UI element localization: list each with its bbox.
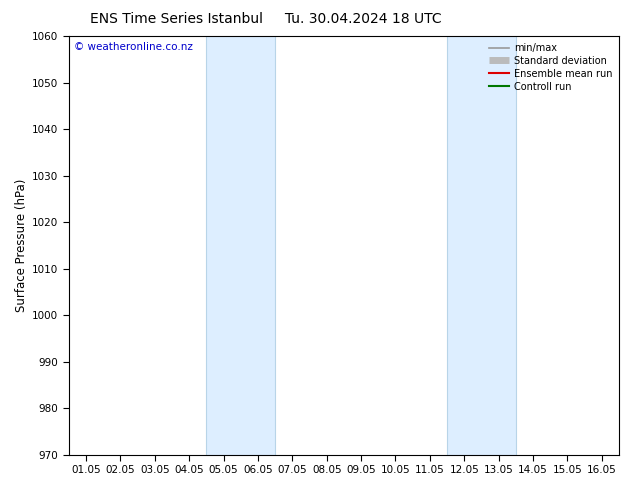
Y-axis label: Surface Pressure (hPa): Surface Pressure (hPa) [15,179,28,312]
Text: ENS Time Series Istanbul     Tu. 30.04.2024 18 UTC: ENS Time Series Istanbul Tu. 30.04.2024 … [91,12,442,26]
Bar [207,36,275,455]
Text: © weatheronline.co.nz: © weatheronline.co.nz [74,43,193,52]
Legend: min/max, Standard deviation, Ensemble mean run, Controll run: min/max, Standard deviation, Ensemble me… [486,39,616,96]
Bar [447,36,516,455]
